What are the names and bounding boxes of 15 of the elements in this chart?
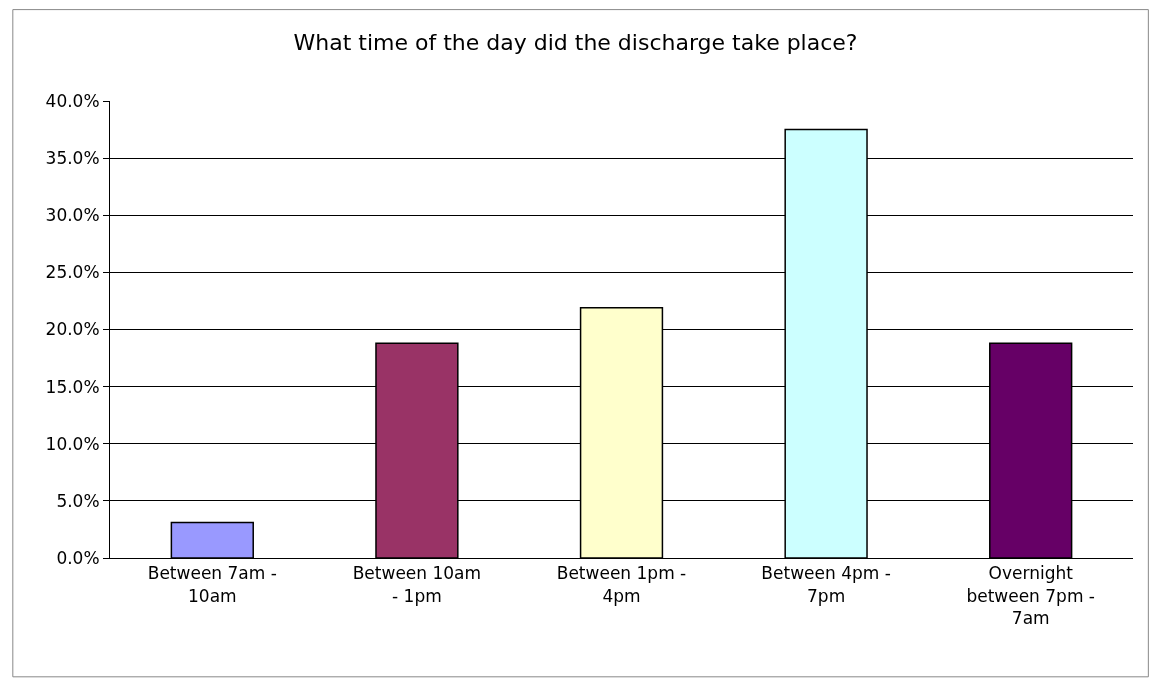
y-tick-label: 25.0% — [45, 262, 100, 283]
y-tick-label: 20.0% — [45, 319, 100, 340]
x-tick-label: Between 1pm - 4pm — [556, 563, 687, 606]
chart-title: What time of the day did the discharge take place? — [293, 29, 858, 55]
x-tick-label: Between 7am - 10am — [147, 563, 277, 606]
y-tick-label: 0.0% — [56, 547, 100, 568]
y-tick-label: 10.0% — [45, 433, 100, 454]
y-tick-label: 35.0% — [45, 148, 100, 169]
y-tick-label: 5.0% — [56, 490, 100, 511]
x-tick-label: Overnight between 7pm - 7am — [966, 563, 1096, 628]
x-tick-label: Between 4pm - 7pm — [761, 563, 891, 606]
y-tick-label: 30.0% — [45, 205, 100, 226]
y-tick-label: 15.0% — [45, 376, 100, 397]
y-tick-label: 40.0% — [45, 90, 100, 111]
x-tick-label: Between 10am - 1pm — [352, 563, 482, 606]
